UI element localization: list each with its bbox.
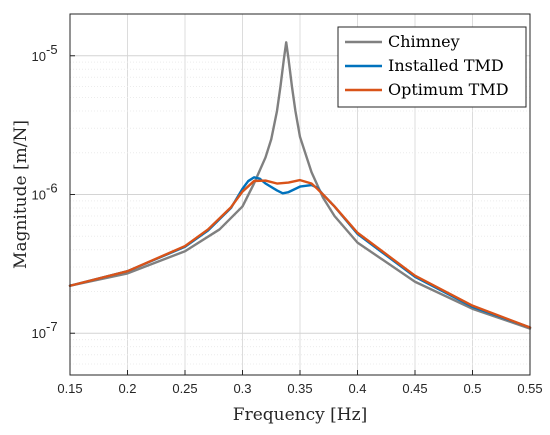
x-axis-label: Frequency [Hz] — [233, 405, 367, 425]
y-tick-exponent: -6 — [46, 181, 58, 196]
y-tick-label: 10 -7 — [32, 319, 58, 341]
legend-label: Chimney — [388, 32, 460, 51]
x-tick-label: 0.5 — [463, 381, 481, 396]
x-tick-label: 0.25 — [172, 381, 197, 396]
y-tick-label: 10 -5 — [32, 42, 58, 64]
y-tick-base: 10 — [32, 188, 46, 203]
x-tick-label: 0.15 — [57, 381, 82, 396]
y-tick-label: 10 -6 — [32, 181, 58, 203]
x-tick-label: 0.35 — [287, 381, 312, 396]
x-tick-label: 0.55 — [517, 381, 542, 396]
legend-label: Installed TMD — [388, 56, 504, 75]
series-line-chimney — [68, 41, 532, 330]
y-tick-base: 10 — [32, 326, 46, 341]
x-tick-label: 0.3 — [233, 381, 251, 396]
series-layer — [68, 41, 532, 330]
x-tick-label: 0.4 — [348, 381, 366, 396]
series-line-optimum-tmd — [68, 178, 532, 329]
x-axis-ticks: 0.15 0.2 0.25 0.3 0.35 0.4 0.45 0.5 0.55 — [57, 370, 543, 396]
y-tick-base: 10 — [32, 49, 46, 64]
legend: Chimney Installed TMD Optimum TMD — [337, 26, 527, 108]
y-axis-label: Magnitude [m/N] — [11, 120, 31, 269]
y-axis-ticks: 10-710-610-5 — [32, 42, 75, 341]
y-tick-exponent: -5 — [46, 42, 58, 57]
x-tick-label: 0.45 — [402, 381, 427, 396]
x-tick-label: 0.2 — [118, 381, 136, 396]
legend-label: Optimum TMD — [388, 80, 509, 99]
y-tick-exponent: -7 — [46, 319, 58, 334]
